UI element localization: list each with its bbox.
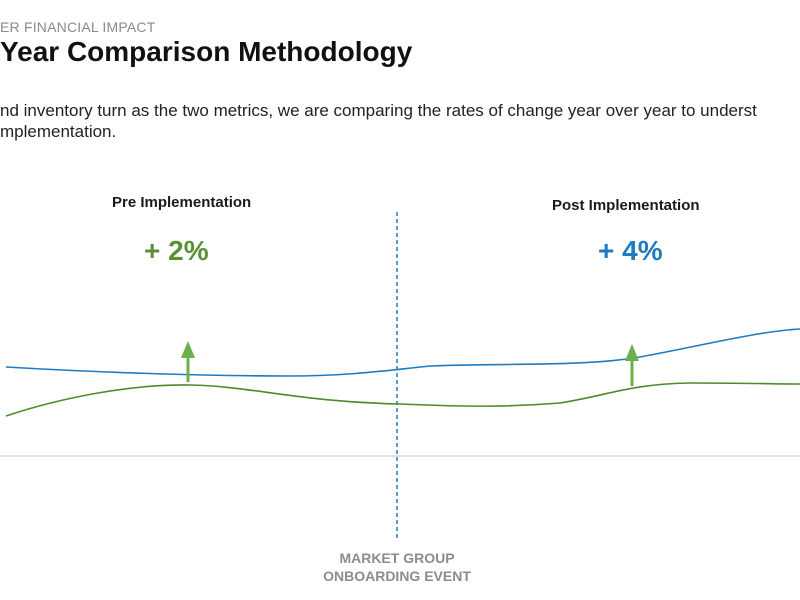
description-line-1: nd inventory turn as the two metrics, we… [0,101,757,120]
post-change-value: + 4% [598,235,663,266]
pre-up-arrow-icon [181,341,195,382]
page-title: Year Comparison Methodology [0,36,413,67]
section-eyebrow: ER FINANCIAL IMPACT [0,19,156,35]
pre-implementation-label: Pre Implementation [112,194,252,211]
green-trend-line [5,382,800,417]
post-up-arrow-icon [625,344,639,386]
event-label-line-1: MARKET GROUP [339,550,455,566]
pre-change-value: + 2% [144,235,209,266]
description: nd inventory turn as the two metrics, we… [0,100,757,142]
description-line-2: mplementation. [0,122,117,141]
onboarding-event-label: MARKET GROUP ONBOARDING EVENT [297,549,497,585]
event-label-line-2: ONBOARDING EVENT [323,568,471,584]
blue-trend-line [5,328,800,377]
post-implementation-label: Post Implementation [552,197,700,214]
